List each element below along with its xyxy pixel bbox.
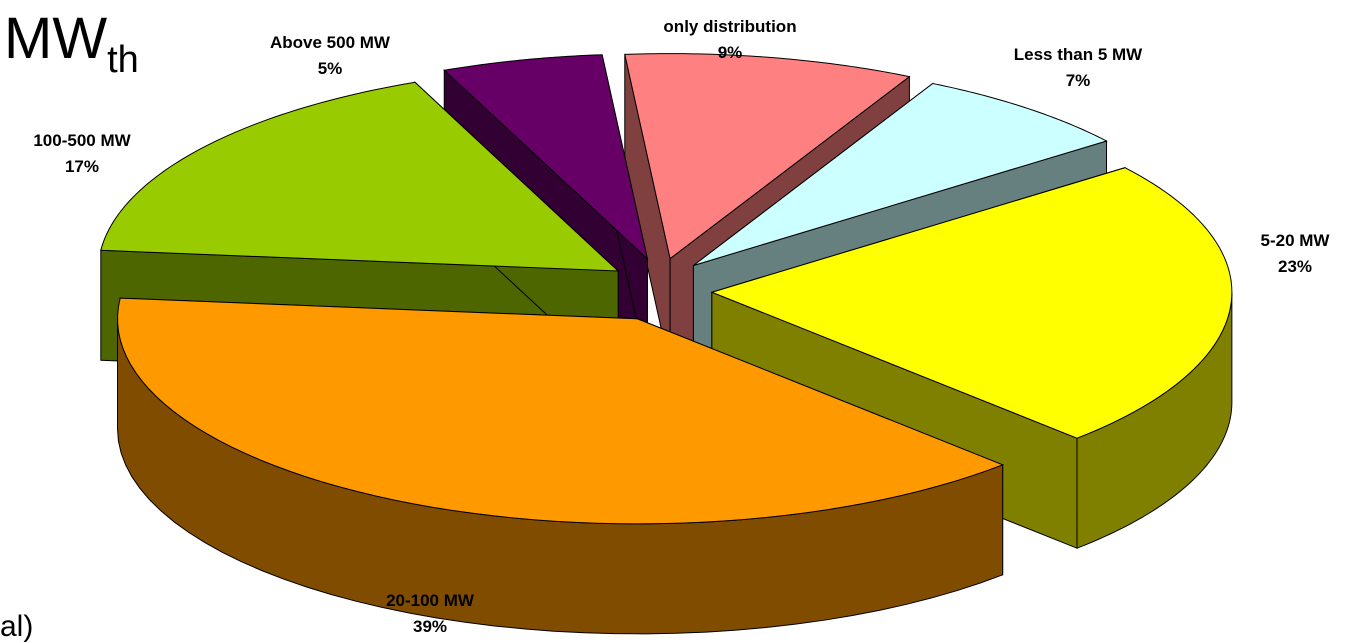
- units-title-main: MW: [4, 6, 108, 71]
- slice-label-text: 100-500 MW: [33, 131, 131, 150]
- slice-top-face: [100, 81, 620, 272]
- slice-percent-text: 5%: [317, 59, 343, 78]
- pie-slices: [100, 53, 1233, 635]
- slice-top-face: [443, 54, 649, 261]
- slice-label-100-500-mw: 100-500 MW 17%: [33, 128, 130, 180]
- slice-label-above-500-mw: Above 500 MW 5%: [270, 30, 390, 82]
- slice-label-less-than-5-mw: Less than 5 MW 7%: [1014, 42, 1142, 94]
- slice-percent-text: 7%: [1065, 71, 1091, 90]
- slice-label-text: 20-100 MW: [386, 591, 474, 610]
- slice-label-only-distribution: only distribution 9%: [663, 14, 796, 66]
- slice-percent-text: 17%: [64, 157, 100, 176]
- units-title-subscript: th: [107, 39, 139, 81]
- slice-label-text: only distribution: [663, 17, 797, 36]
- slice-top-face: [117, 297, 1005, 525]
- slice-label-5-20-mw: 5-20 MW 23%: [1261, 228, 1330, 280]
- slice-percent-text: 23%: [1277, 257, 1313, 276]
- slice-top-face: [710, 167, 1233, 439]
- slice-label-text: 5-20 MW: [1260, 231, 1330, 250]
- slice-label-20-100-mw: 20-100 MW 39%: [386, 588, 474, 640]
- slice-percent-text: 39%: [412, 617, 448, 636]
- slice-label-text: Above 500 MW: [270, 33, 390, 52]
- slice-label-text: Less than 5 MW: [1013, 45, 1143, 64]
- footer-fragment: al): [0, 610, 34, 643]
- slice-top-face: [624, 53, 911, 260]
- slice-20-100-mw: [117, 297, 1005, 635]
- slice-5-20-mw: [710, 167, 1233, 549]
- units-title: MWth: [4, 10, 139, 80]
- slice-percent-text: 9%: [717, 43, 743, 62]
- slice-top-face: [693, 82, 1108, 266]
